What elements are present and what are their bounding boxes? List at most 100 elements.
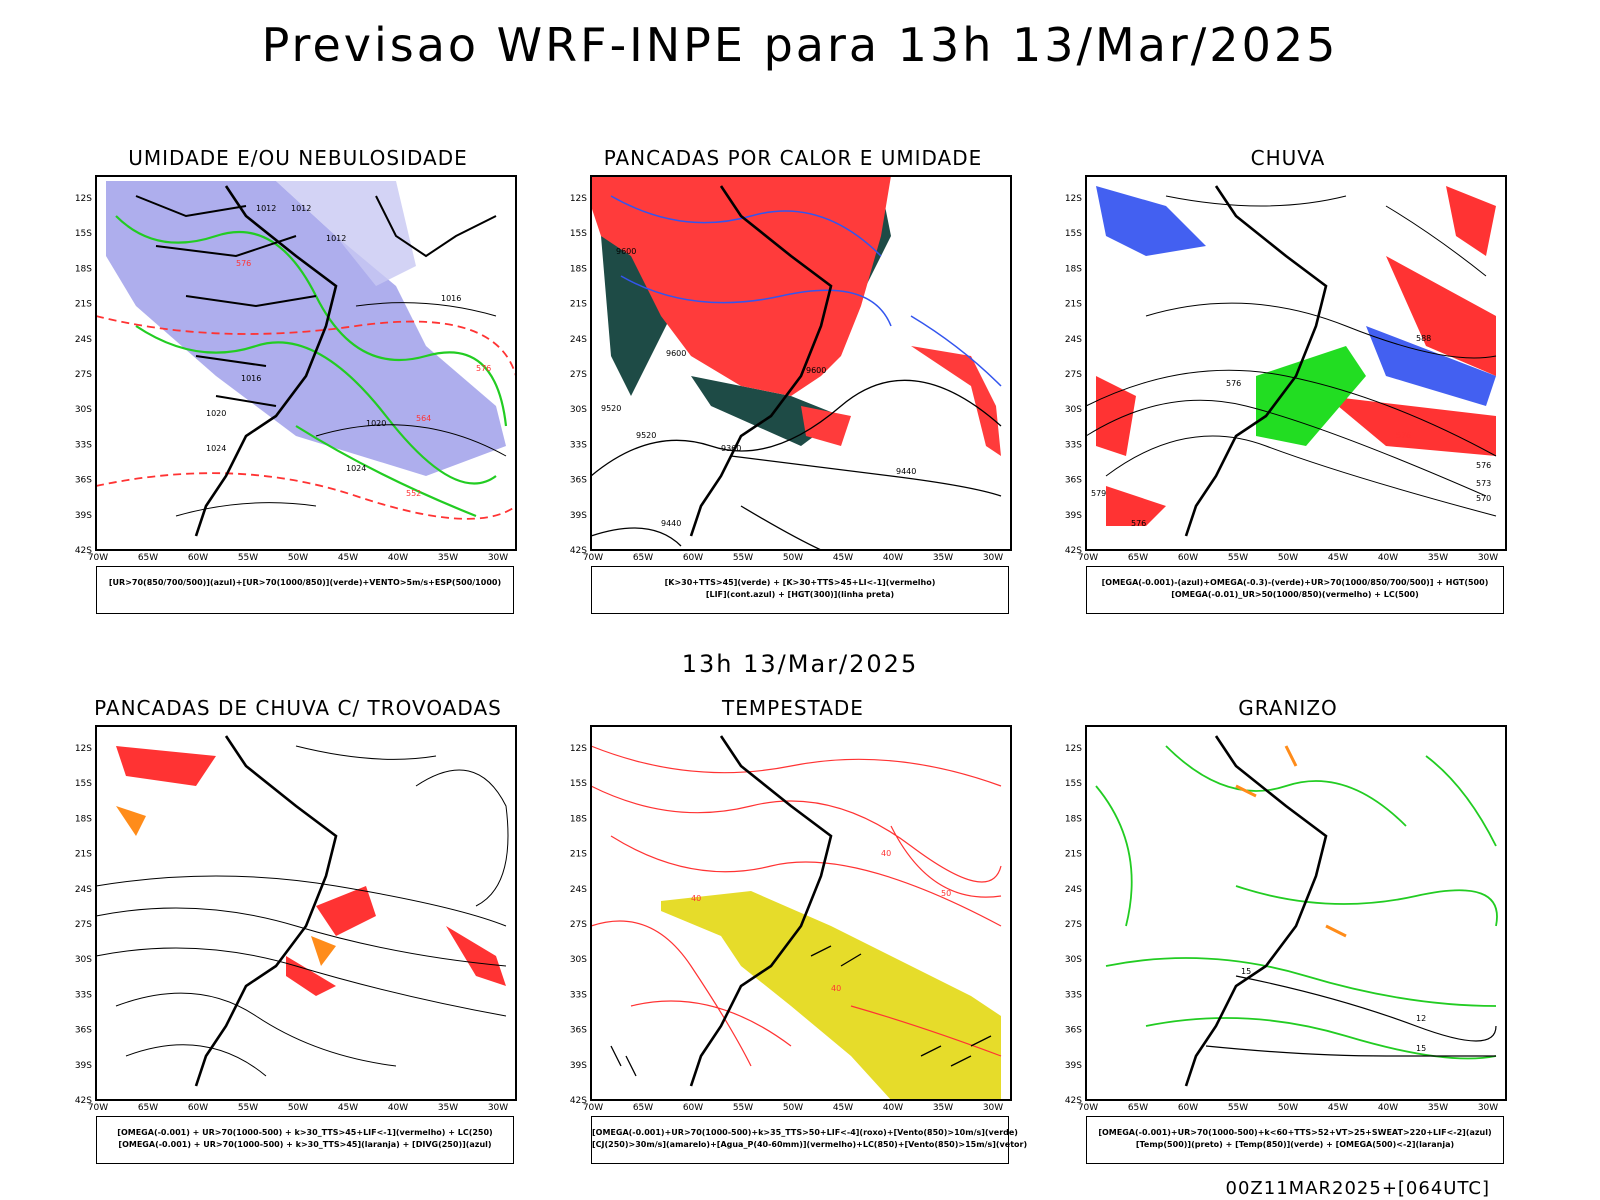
lon-tick-label: 55W — [733, 1103, 753, 1113]
legend-line: [CJ(250)>30m/s](amarelo)+[Agua_P(40-60mm… — [592, 1140, 1028, 1149]
run-timestamp: 00Z11MAR2025+[064UTC] — [1225, 1178, 1490, 1199]
lat-tick-label: 39S — [570, 1061, 587, 1071]
page-title: Previsao WRF-INPE para 13h 13/Mar/2025 — [261, 18, 1339, 72]
lon-tick-label: 55W — [238, 1103, 258, 1113]
lon-tick-label: 35W — [933, 553, 953, 563]
humidity-blue-area — [106, 181, 506, 476]
map-label: 570 — [1476, 494, 1491, 503]
lat-tick-label: 15S — [1065, 779, 1082, 789]
lon-tick-label: 70W — [88, 553, 108, 563]
map-label: 576 — [476, 364, 491, 373]
panel-title: TEMPESTADE — [722, 696, 864, 720]
hgt-contours — [590, 379, 1002, 551]
map-label: 40 — [831, 984, 841, 993]
lon-tick-label: 55W — [1228, 1103, 1248, 1113]
map-label: 576 — [236, 259, 251, 268]
panel-tempestade: TEMPESTADE 40 40 50 40 12S 15S 18S 21S 24S 27… — [570, 696, 1028, 1196]
lat-tick-label: 21S — [75, 850, 92, 860]
lat-tick-label: 27S — [75, 370, 92, 380]
lat-tick-label: 39S — [1065, 1061, 1082, 1071]
lon-tick-label: 45W — [833, 553, 853, 563]
panel-umidade: UMIDADE E/OU NEBULOSIDADE 1012 1012 1012… — [75, 146, 518, 646]
lat-tick-label: 21S — [570, 850, 587, 860]
panel-legend: [OMEGA(-0.001)-(azul)+OMEGA(-0.3)-(verde… — [1086, 566, 1504, 614]
map-label: 1020 — [366, 419, 386, 428]
map-label: 1024 — [346, 464, 366, 473]
lat-tick-label: 39S — [570, 511, 587, 521]
lon-tick-label: 50W — [288, 1103, 308, 1113]
lat-tick-label: 15S — [570, 779, 587, 789]
lat-tick-label: 33S — [1065, 440, 1082, 450]
lat-tick-label: 18S — [75, 814, 92, 824]
lon-tick-label: 65W — [138, 1103, 158, 1113]
lat-tick-label: 27S — [1065, 920, 1082, 930]
legend-line: [Temp(500)](preto) + [Temp(850)](verde) … — [1135, 1140, 1455, 1149]
map-label: 576 — [1131, 519, 1146, 528]
lat-tick-label: 30S — [1065, 955, 1082, 965]
lat-tick-label: 18S — [1065, 814, 1082, 824]
lat-tick-label: 21S — [75, 300, 92, 310]
map-label: 15 — [1241, 967, 1251, 976]
map-label: 576 — [1226, 379, 1241, 388]
lon-tick-label: 70W — [583, 1103, 603, 1113]
blue-rain-area — [1096, 186, 1496, 406]
legend-line: [K>30+TTS>45](verde) + [K>30+TTS>45+LI<-… — [664, 578, 936, 587]
map-label: 1016 — [441, 294, 461, 303]
legend-line: [OMEGA(-0.001)-(azul)+OMEGA(-0.3)-(verde… — [1101, 578, 1489, 587]
map-label: 15 — [1416, 1044, 1426, 1053]
map-label: 588 — [1416, 334, 1431, 343]
coastline — [1184, 185, 1328, 537]
lon-tick-label: 50W — [783, 1103, 803, 1113]
lon-tick-label: 50W — [783, 553, 803, 563]
map-chuva: 588 576 576 576 573 570 579 576 12S 15S 18… — [1065, 175, 1507, 563]
lat-tick-label: 42S — [570, 1096, 587, 1106]
red-rain-area — [1096, 186, 1496, 526]
lat-tick-label: 12S — [1065, 744, 1082, 754]
panel-title: UMIDADE E/OU NEBULOSIDADE — [128, 146, 468, 170]
lat-tick-label: 24S — [75, 335, 92, 345]
lon-tick-label: 55W — [1228, 553, 1248, 563]
coastline — [689, 735, 833, 1087]
map-label: 576 — [1476, 461, 1491, 470]
legend-line: [OMEGA(-0.001)+UR>70(1000-500)+k>35_TTS>… — [592, 1128, 1018, 1137]
map-label: 9360 — [721, 444, 741, 453]
legend-line: [OMEGA(-0.001) + UR>70(1000-500) + k>30_… — [117, 1128, 493, 1137]
panel-title: CHUVA — [1250, 146, 1326, 170]
panel-pancadas-calor: PANCADAS POR CALOR E UMIDADE 9600 9600 9… — [570, 146, 1013, 646]
map-label: 1012 — [256, 204, 276, 213]
lon-tick-label: 30W — [983, 1103, 1003, 1113]
map-label: 579 — [1091, 489, 1106, 498]
lat-tick-label: 30S — [570, 405, 587, 415]
lon-tick-label: 60W — [683, 1103, 703, 1113]
map-label: 50 — [941, 889, 951, 898]
lon-tick-label: 60W — [188, 553, 208, 563]
lat-tick-label: 27S — [570, 370, 587, 380]
lat-tick-label: 24S — [570, 335, 587, 345]
lon-tick-label: 65W — [1128, 1103, 1148, 1113]
map-label: 1024 — [206, 444, 226, 453]
lon-tick-label: 40W — [1378, 553, 1398, 563]
legend-line: [OMEGA(-0.01)_UR>50(1000/850)(vermelho) … — [1171, 590, 1419, 599]
borders — [135, 195, 497, 407]
lat-tick-label: 42S — [1065, 1096, 1082, 1106]
lon-tick-label: 60W — [1178, 553, 1198, 563]
map-label: 9440 — [661, 519, 681, 528]
red-storm-area — [116, 746, 506, 996]
lat-tick-label: 30S — [1065, 405, 1082, 415]
lat-tick-label: 21S — [570, 300, 587, 310]
lon-tick-label: 40W — [388, 553, 408, 563]
lon-tick-label: 55W — [733, 553, 753, 563]
streamlines — [1085, 195, 1497, 517]
lat-tick-label: 33S — [570, 440, 587, 450]
map-label: 552 — [406, 489, 421, 498]
red-convective-area — [591, 176, 1001, 456]
lon-tick-label: 45W — [338, 1103, 358, 1113]
lat-tick-label: 36S — [570, 476, 587, 486]
lat-tick-label: 30S — [570, 955, 587, 965]
lon-tick-label: 50W — [1278, 553, 1298, 563]
lat-tick-label: 12S — [75, 194, 92, 204]
isobars — [175, 302, 507, 517]
lon-tick-label: 70W — [1078, 553, 1098, 563]
panel-title: PANCADAS DE CHUVA C/ TROVOADAS — [94, 696, 502, 720]
lon-tick-label: 50W — [1278, 1103, 1298, 1113]
